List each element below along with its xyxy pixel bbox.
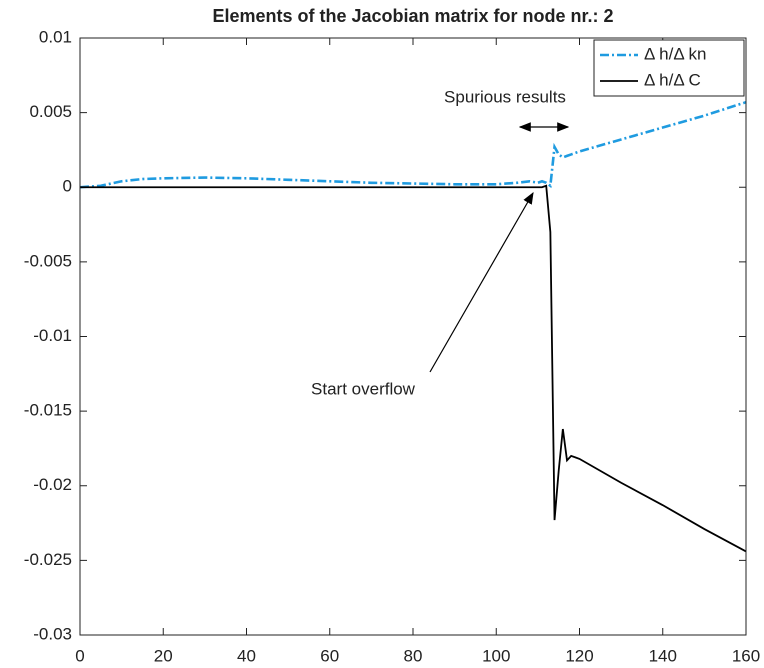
series-line [79, 100, 747, 189]
x-tick-label: 60 [320, 646, 339, 665]
series-line [80, 184, 747, 553]
x-tick-label: 0 [75, 646, 84, 665]
legend-box [593, 39, 745, 97]
y-tick-label: -0.02 [33, 475, 72, 494]
y-tick-label: 0.01 [39, 27, 72, 46]
y-tick-label: 0 [63, 177, 72, 196]
legend-label: Δ h/Δ C [644, 70, 701, 89]
y-tick-label: -0.025 [24, 550, 72, 569]
x-tick-label: 120 [565, 646, 593, 665]
y-tick-label: -0.005 [24, 251, 72, 270]
y-tick-label: -0.03 [33, 624, 72, 643]
x-tick-label: 100 [482, 646, 510, 665]
annotation-arrow [429, 191, 534, 373]
axes-box [79, 37, 747, 636]
annotation: Start overflow [311, 379, 416, 398]
y-tick-label: 0.005 [29, 102, 72, 121]
legend-label: Δ h/Δ kn [644, 44, 706, 63]
x-tick-label: 160 [732, 646, 760, 665]
x-tick-label: 40 [237, 646, 256, 665]
x-tick-label: 140 [649, 646, 677, 665]
chart-title: Elements of the Jacobian matrix for node… [212, 6, 613, 26]
annotation: Spurious results [444, 87, 566, 106]
y-tick-label: -0.01 [33, 326, 72, 345]
x-tick-label: 80 [404, 646, 423, 665]
x-tick-label: 20 [154, 646, 173, 665]
y-tick-label: -0.015 [24, 401, 72, 420]
